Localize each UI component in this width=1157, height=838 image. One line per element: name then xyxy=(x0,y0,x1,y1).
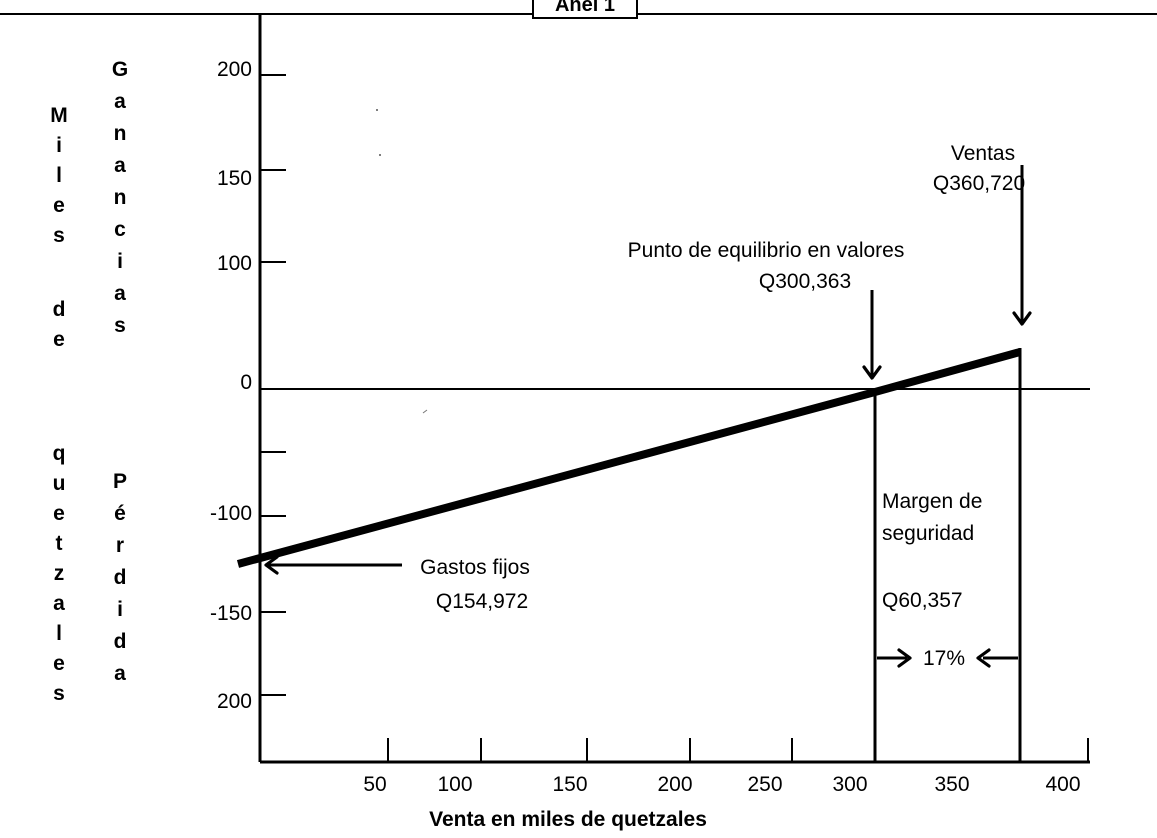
chart-title: Anel 1 xyxy=(555,0,615,16)
y-label-left-letter: e xyxy=(53,652,65,675)
x-tick-label: 350 xyxy=(934,773,969,796)
safety-margin-value: Q60,357 xyxy=(882,589,963,612)
y-label-left-letter: a xyxy=(53,592,65,615)
y-label-left-letter: M xyxy=(50,104,68,127)
y-label-left-letter: z xyxy=(54,562,65,585)
y-tick-label: 150 xyxy=(217,167,252,190)
y-label-upper-letter: a xyxy=(114,154,126,177)
x-tick-label: 100 xyxy=(437,773,472,796)
x-tick-label: 200 xyxy=(657,773,692,796)
x-tick-label: 300 xyxy=(832,773,867,796)
y-label-upper-letter: G xyxy=(112,58,128,81)
y-label-lower-letter: d xyxy=(114,630,127,653)
y-label-left-letter: s xyxy=(53,682,65,705)
y-label-lower-letter: d xyxy=(114,566,127,589)
y-label-upper-letter: n xyxy=(114,122,127,145)
y-tick-label: 200 xyxy=(217,690,252,713)
x-tick-label: 400 xyxy=(1045,773,1080,796)
y-label-left-letter: i xyxy=(56,134,62,157)
arrow-head xyxy=(1012,311,1032,326)
y-label-left-letter: l xyxy=(56,164,62,187)
y-tick-label: 200 xyxy=(217,58,252,81)
percent-label: 17% xyxy=(923,647,965,670)
speck xyxy=(422,409,428,414)
sales-value: Q360,720 xyxy=(933,172,1025,195)
arrow-head xyxy=(862,365,882,380)
speck xyxy=(379,154,381,156)
arrow-head xyxy=(976,648,991,668)
x-axis-title: Venta en miles de quetzales xyxy=(429,808,707,831)
y-label-upper-letter: i xyxy=(117,250,123,273)
y-label-left-letter: q xyxy=(53,442,66,465)
y-label-left-letter: s xyxy=(53,224,65,247)
y-label-left-letter: t xyxy=(56,532,63,555)
y-label-upper-letter: n xyxy=(114,186,127,209)
y-label-left-letter: u xyxy=(53,472,66,495)
y-label-left-letter: e xyxy=(53,502,65,525)
fixed-costs-label: Gastos fijos xyxy=(420,556,530,579)
x-tick-label: 250 xyxy=(747,773,782,796)
speck xyxy=(376,109,378,111)
x-tick-label: 150 xyxy=(552,773,587,796)
y-label-lower-letter: i xyxy=(117,598,123,621)
fixed-costs-value: Q154,972 xyxy=(436,590,528,613)
title-box xyxy=(532,0,638,19)
y-label-left-letter: d xyxy=(53,298,66,321)
y-label-left-letter: e xyxy=(53,194,65,217)
arrow-head xyxy=(264,555,279,575)
y-label-left-letter: l xyxy=(56,622,62,645)
safety-margin-label-2: seguridad xyxy=(882,522,974,545)
y-label-upper-letter: a xyxy=(114,90,126,113)
x-tick-label: 50 xyxy=(363,773,386,796)
y-label-left-letter: e xyxy=(53,328,65,351)
y-tick-label: -100 xyxy=(210,502,252,525)
y-label-lower-letter: a xyxy=(114,662,126,685)
y-label-upper-letter: c xyxy=(114,218,126,241)
sales-label: Ventas xyxy=(951,142,1015,165)
y-label-upper-letter: a xyxy=(114,282,126,305)
safety-margin-label-1: Margen de xyxy=(882,490,982,513)
break-even-value: Q300,363 xyxy=(759,270,851,293)
y-tick-label: 0 xyxy=(240,371,252,394)
y-label-upper-letter: s xyxy=(114,314,126,337)
arrow-head xyxy=(897,648,912,668)
y-label-lower-letter: r xyxy=(116,534,124,557)
y-tick-label: -150 xyxy=(210,602,252,625)
y-label-lower-letter: P xyxy=(113,470,127,493)
break-even-label: Punto de equilibrio en valores xyxy=(628,239,905,262)
y-label-lower-letter: é xyxy=(114,502,126,525)
y-tick-label: 100 xyxy=(217,252,252,275)
